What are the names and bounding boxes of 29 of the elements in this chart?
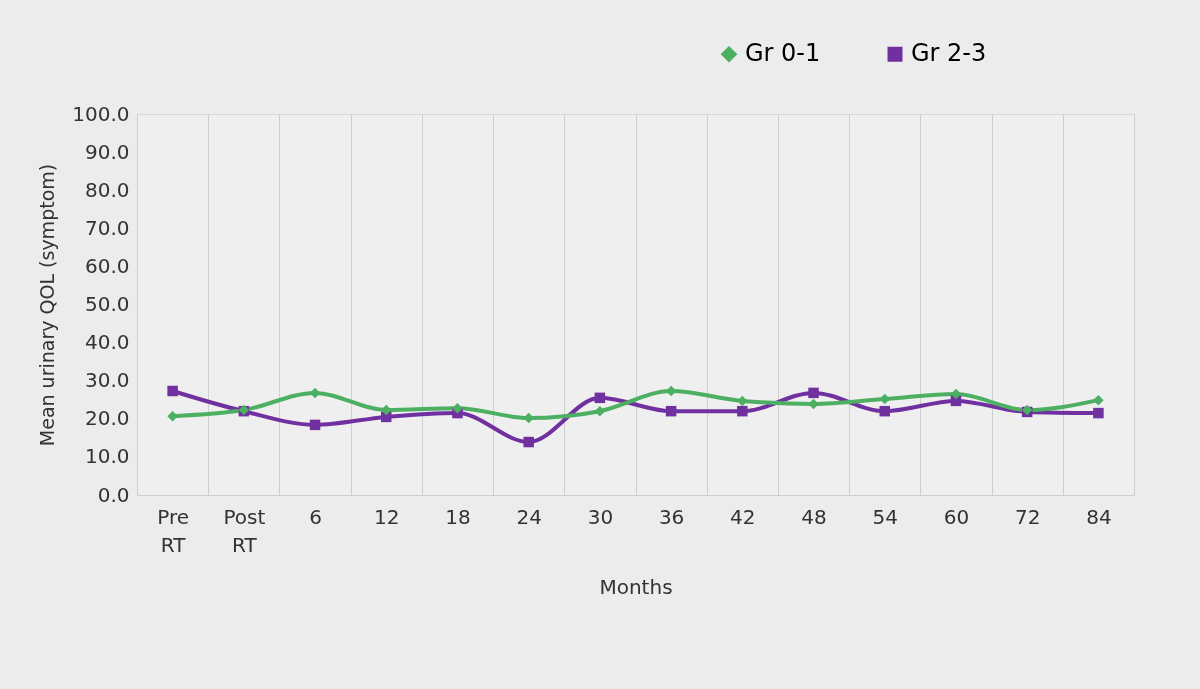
y-tick-label: 100.0 bbox=[72, 101, 130, 126]
x-tick-label: 24 bbox=[516, 504, 542, 529]
y-axis-title: Mean urinary QOL (symptom) bbox=[36, 163, 59, 447]
x-tick-label: 72 bbox=[1014, 504, 1041, 529]
x-tick-label: Pre RT bbox=[157, 504, 190, 557]
y-tick-label: 70.0 bbox=[84, 215, 130, 240]
y-tick-label: 30.0 bbox=[84, 368, 130, 393]
y-tick-label: 40.0 bbox=[84, 330, 130, 355]
y-tick-label: 90.0 bbox=[84, 139, 130, 164]
y-tick-label: 80.0 bbox=[84, 177, 130, 202]
x-tick-label: 12 bbox=[374, 504, 400, 529]
y-tick-label: 20.0 bbox=[84, 406, 130, 431]
x-tick-label: 18 bbox=[445, 504, 471, 529]
x-tick-label: Post RT bbox=[223, 504, 266, 557]
x-tick-label: 30 bbox=[587, 504, 614, 529]
x-tick-label: 60 bbox=[943, 504, 970, 529]
legend-label: Gr 0-1 bbox=[745, 39, 821, 68]
x-tick-label: 54 bbox=[872, 504, 898, 529]
y-tick-label: 60.0 bbox=[84, 253, 130, 278]
x-tick-label: 36 bbox=[658, 504, 685, 529]
x-tick-label: 42 bbox=[730, 504, 756, 529]
x-tick-label: 84 bbox=[1086, 504, 1112, 529]
x-tick-label: 48 bbox=[801, 504, 827, 529]
y-tick-label: 10.0 bbox=[84, 444, 130, 469]
x-tick-label: 6 bbox=[309, 504, 322, 529]
y-tick-label: 50.0 bbox=[84, 292, 130, 316]
x-axis-title: Months bbox=[599, 574, 673, 599]
legend-label: Gr 2-3 bbox=[911, 39, 987, 68]
y-tick-label: 0.0 bbox=[97, 482, 130, 507]
